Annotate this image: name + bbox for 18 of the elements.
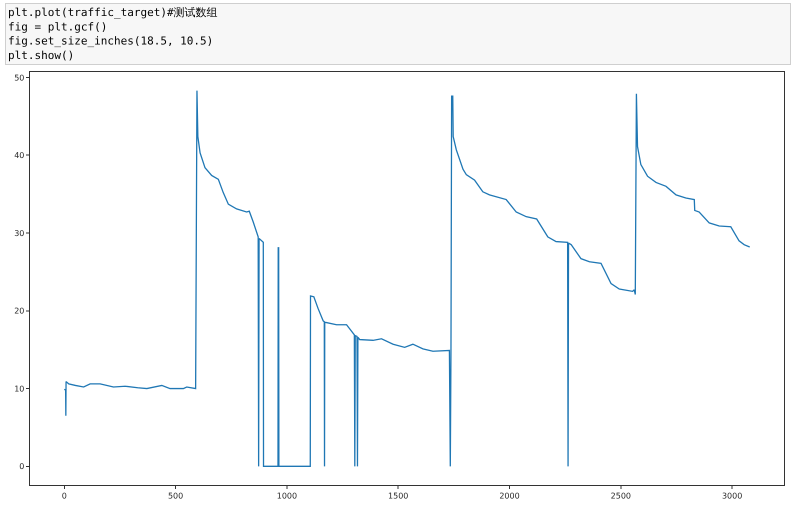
x-tick-label: 2500 — [610, 492, 631, 501]
text: fig = plt.gcf() — [8, 20, 108, 34]
y-tick-label: 50 — [14, 73, 24, 82]
text: fig.set_size_inches(18.5, 10.5) — [8, 34, 214, 48]
x-tick-label: 1500 — [388, 492, 408, 501]
text: plt.show() — [8, 48, 74, 62]
y-tick-label: 40 — [14, 151, 24, 160]
line-series — [64, 90, 750, 467]
y-tick-label: 10 — [14, 384, 24, 394]
x-tick-label: 3000 — [722, 492, 742, 501]
x-tick-label: 2000 — [499, 492, 520, 501]
text: plt.plot(traffic_target)#测试数组 — [8, 6, 218, 19]
x-tick-label: 1000 — [276, 492, 298, 501]
y-tick-label: 30 — [14, 228, 24, 238]
y-tick-label: 0 — [19, 462, 24, 472]
x-tick-label: 0 — [62, 492, 67, 501]
x-tick-label: 500 — [168, 492, 184, 501]
y-tick-label: 20 — [14, 306, 24, 316]
